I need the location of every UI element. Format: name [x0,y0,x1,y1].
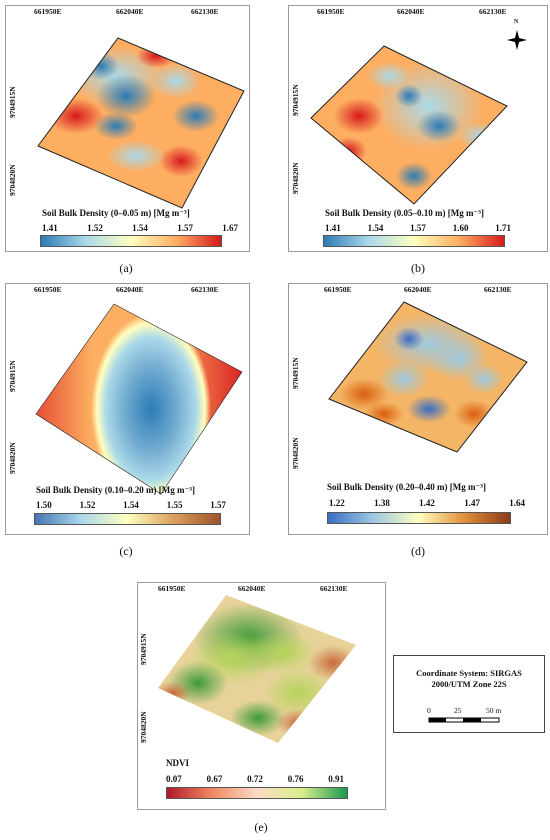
coordinate-system-line: 2000/UTM Zone 22S [431,679,507,689]
map-panel-a: 661950E 662040E 662130E 9704915N 9704820… [5,5,250,252]
easting-label: 662040E [116,285,144,294]
easting-label: 662040E [238,584,266,593]
northing-label: 9704915N [139,633,148,665]
panel-caption-c: (c) [119,544,133,558]
northing-label: 9704915N [8,86,17,118]
coordinate-system-line: Coordinate System: SIRGAS [416,668,522,678]
legend-tick: 0.07 [166,774,182,784]
legend-tick: 1.54 [367,223,384,233]
legend-tick: 1.54 [132,223,148,233]
legend-ticks: 1.22 1.38 1.42 1.47 1.64 [329,498,525,508]
legend-ticks: 0.07 0.67 0.72 0.76 0.91 [166,774,344,784]
easting-label: 662040E [116,7,144,16]
scale-label: 25 [454,706,462,715]
legend-title: Soil Bulk Density (0.10–0.20 m) [Mg m⁻³] [36,485,195,495]
easting-label: 662040E [397,7,425,16]
north-label: N [514,19,519,25]
legend-tick: 0.72 [247,774,263,784]
northing-label: 9704820N [291,162,300,194]
easting-label: 662130E [191,7,219,16]
panel-caption-d: (d) [411,544,425,558]
easting-label: 661950E [34,7,62,16]
bulk-density-map-c [35,303,243,495]
map-panel-b: N 661950E 662040E 662130E 9704915N 97048… [288,5,548,252]
bulk-density-map-b [310,45,508,205]
easting-label: 662040E [404,285,432,294]
color-ramp [327,512,511,524]
legend-tick: 0.91 [328,774,344,784]
color-ramp [323,235,505,247]
legend-tick: 1.50 [36,500,52,510]
color-ramp [34,513,221,525]
legend-tick: 1.57 [177,223,193,233]
panel-caption-a: (a) [119,261,133,275]
easting-label: 661950E [324,285,352,294]
legend-tick: 1.52 [87,223,103,233]
easting-label: 662130E [320,584,348,593]
legend-tick: 1.52 [79,500,96,510]
northing-label: 9704820N [139,711,148,743]
legend-tick: 1.64 [509,498,525,508]
legend-ticks: 1.50 1.52 1.54 1.55 1.57 [36,500,226,510]
map-panel-c: 661950E 662040E 662130E 9704915N 9704820… [5,283,250,535]
north-arrow-icon [507,30,527,50]
easting-label: 661950E [34,285,62,294]
easting-label: 662130E [484,285,512,294]
easting-label: 661950E [317,7,345,16]
easting-label: 662130E [191,285,219,294]
legend-ticks: 1.41 1.52 1.54 1.57 1.67 [42,223,238,233]
legend-tick: 1.55 [166,500,183,510]
legend-tick: 1.38 [374,498,390,508]
color-ramp [40,235,222,247]
northing-label: 9704820N [291,437,300,469]
legend-tick: 1.67 [222,223,238,233]
northing-label: 9704820N [8,164,17,196]
legend-tick: 1.41 [325,223,341,233]
legend-tick: 0.67 [206,774,223,784]
northing-label: 9704915N [291,84,300,116]
coordinate-system-box: Coordinate System: SIRGAS 2000/UTM Zone … [393,655,545,733]
northing-label: 9704915N [291,357,300,389]
scale-bar [428,717,500,723]
legend-tick: 1.57 [410,223,426,233]
color-ramp [166,787,348,799]
coordinate-system-text: Coordinate System: SIRGAS 2000/UTM Zone … [394,668,544,690]
easting-label: 661950E [158,584,186,593]
scale-label: 0 [427,706,431,715]
legend-tick: 1.54 [123,500,139,510]
legend-title: Soil Bulk Density (0–0.05 m) [Mg m⁻³] [42,208,190,218]
legend-ticks: 1.41 1.54 1.57 1.60 1.71 [325,223,511,233]
ndvi-map [158,595,356,743]
legend-tick: 1.42 [419,498,435,508]
panel-caption-e: (e) [254,820,268,834]
legend-tick: 1.47 [464,498,480,508]
legend-title: NDVI [166,758,190,768]
legend-tick: 1.60 [452,223,469,233]
easting-label: 662130E [479,7,507,16]
legend-tick: 1.22 [329,498,345,508]
legend-tick: 0.76 [287,774,304,784]
panel-caption-b: (b) [411,261,425,275]
legend-tick: 1.57 [210,500,226,510]
map-panel-d: 661950E 662040E 662130E 9704915N 9704820… [288,283,548,535]
bulk-density-map-d [328,301,528,453]
bulk-density-map-a [37,37,245,209]
legend-title: Soil Bulk Density (0.05–0.10 m) [Mg m⁻³] [325,208,484,218]
legend-tick: 1.41 [42,223,58,233]
legend-title: Soil Bulk Density (0.20–0.40 m) [Mg m⁻³] [327,482,486,492]
northing-label: 9704915N [8,360,17,392]
legend-tick: 1.71 [495,223,511,233]
scale-label: 50 m [486,706,502,715]
northing-label: 9704820N [8,442,17,474]
map-panel-e: 661950E 662040E 662130E 9704915N 9704820… [137,582,386,810]
